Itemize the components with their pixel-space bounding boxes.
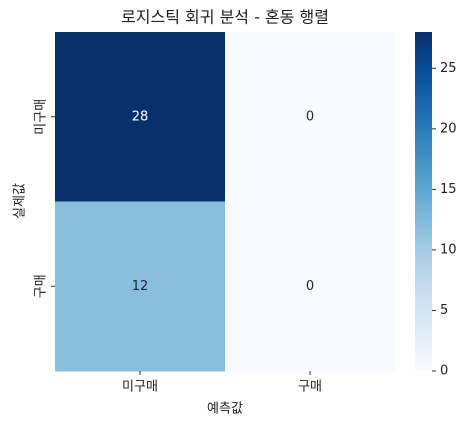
y-tick-label: 미구매 — [34, 99, 49, 135]
colorbar — [415, 32, 432, 371]
colorbar-tick-label: 15 — [440, 182, 457, 197]
cell-label: 28 — [132, 109, 149, 124]
colorbar-tick-label: 20 — [440, 121, 457, 136]
x-tick-label: 미구매 — [122, 380, 158, 395]
chart-title: 로지스틱 회귀 분석 - 혼동 행렬 — [121, 8, 329, 27]
heatmap-cell — [55, 201, 226, 372]
heatmap-cell — [225, 201, 396, 372]
cell-label: 0 — [306, 279, 314, 294]
x-axis-label: 예측값 — [207, 402, 243, 417]
x-tick-label: 구매 — [298, 380, 322, 395]
colorbar-tick-label: 10 — [440, 242, 457, 257]
colorbar-tick-label: 5 — [440, 303, 448, 318]
y-tick-label: 구매 — [34, 274, 49, 298]
heatmap-cell — [55, 32, 226, 202]
colorbar-tick-label: 25 — [440, 61, 457, 76]
cell-label: 0 — [306, 109, 314, 124]
y-axis-label: 실제값 — [13, 183, 28, 219]
heatmap-cell — [225, 32, 396, 202]
colorbar-tick-label: 0 — [440, 364, 448, 379]
cell-label: 12 — [132, 279, 149, 294]
